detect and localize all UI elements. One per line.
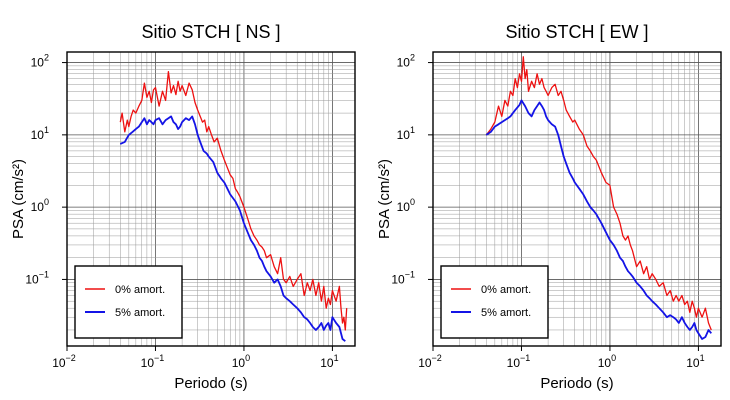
y-tick-label: 10−1 (391, 269, 415, 286)
legend-label-1: 0% amort. (481, 284, 531, 296)
x-tick-label: 101 (686, 353, 704, 370)
legend-label-1: 0% amort. (115, 284, 165, 296)
grid-lines (66, 52, 355, 346)
y-tick-label: 101 (31, 125, 49, 142)
x-tick-label: 10−1 (507, 353, 531, 370)
x-tick-label: 100 (232, 353, 250, 370)
x-tick-label: 10−2 (52, 353, 76, 370)
x-tick-label: 100 (598, 353, 616, 370)
plot-frame (66, 51, 356, 347)
series-line-2 (485, 99, 712, 340)
y-tick-label: 102 (31, 53, 49, 70)
chart-panel-1: 10−2 10−1 100 101 10−1 100 101 102 Sitio STCH [ … (10, 22, 356, 392)
chart-title: Sitio STCH [ NS ] (141, 22, 280, 42)
chart-title: Sitio STCH [ EW ] (505, 22, 648, 42)
x-axis-label: Periodo (s) (174, 375, 247, 392)
y-axis-label: PSA (cm/s²) (376, 159, 393, 239)
legend-label-2: 5% amort. (115, 307, 165, 319)
grid-lines (432, 52, 721, 346)
y-tick-label: 100 (397, 197, 415, 214)
legend-box (440, 265, 549, 339)
chart-panel-2: 10−2 10−1 100 101 10−1 100 101 102 Sitio STCH [ … (376, 22, 722, 392)
plot-frame (432, 51, 722, 347)
y-axis-label: PSA (cm/s²) (10, 159, 27, 239)
legend: 0% amort. 5% amort. (74, 265, 183, 339)
legend: 0% amort. 5% amort. (440, 265, 549, 339)
series-line-1 (119, 70, 348, 331)
y-tick-label: 10−1 (25, 269, 49, 286)
legend-label-2: 5% amort. (481, 307, 531, 319)
x-axis-label: Periodo (s) (540, 375, 613, 392)
y-tick-label: 100 (31, 197, 49, 214)
legend-box (74, 265, 183, 339)
y-tick-label: 102 (397, 53, 415, 70)
x-tick-label: 10−1 (141, 353, 165, 370)
series-line-2 (119, 115, 346, 342)
x-tick-label: 101 (320, 353, 338, 370)
x-tick-label: 10−2 (418, 353, 442, 370)
y-tick-label: 101 (397, 125, 415, 142)
series-line-1 (485, 56, 712, 331)
